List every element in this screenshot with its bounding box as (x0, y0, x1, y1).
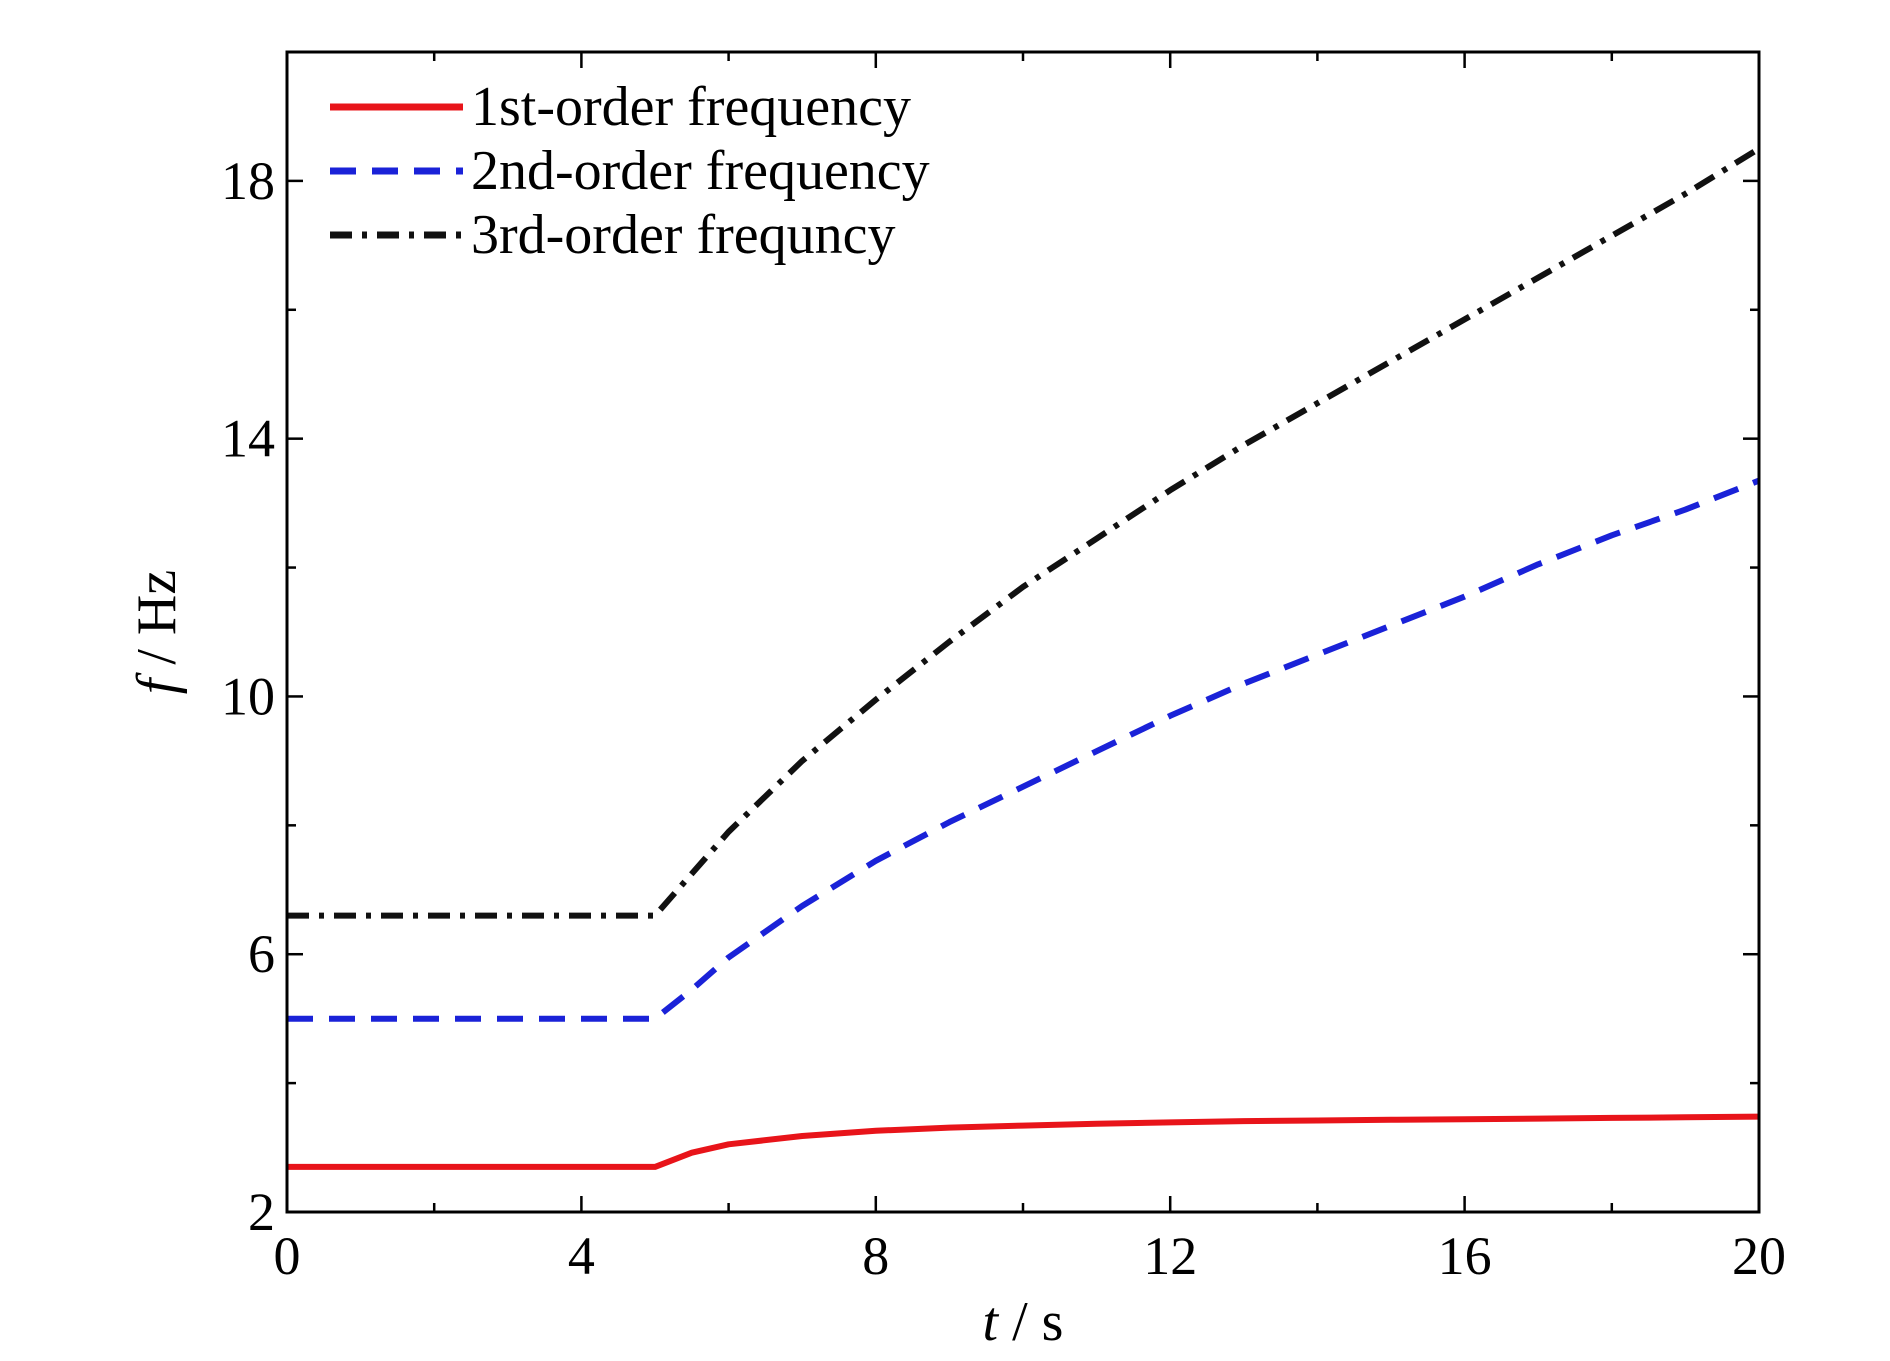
series-layer (287, 146, 1761, 1170)
tick-labels-layer: 0 4 8 12 16 20 2 6 10 14 18 (221, 151, 1786, 1286)
y-tick-label: 10 (221, 666, 275, 726)
plot-frame (285, 50, 1761, 1214)
y-tick-label: 14 (221, 409, 275, 469)
x-tick-label: 20 (1732, 1226, 1786, 1286)
series-line-2 (287, 477, 1761, 1022)
x-tick-label: 0 (274, 1226, 301, 1286)
y-tick-label: 2 (248, 1182, 275, 1242)
x-tick-label: 16 (1438, 1226, 1492, 1286)
x-tick-label: 12 (1143, 1226, 1197, 1286)
x-tick-label: 4 (568, 1226, 595, 1286)
y-axis-unit: / Hz (126, 570, 188, 665)
x-axis-unit: / s (1012, 1291, 1063, 1353)
legend-label-1: 1st-order frequency (471, 76, 911, 138)
legend-label-3: 3rd-order frequncy (471, 204, 895, 266)
series-line-3 (287, 146, 1761, 919)
y-tick-label: 6 (248, 924, 275, 984)
x-axis-variable: t (983, 1291, 1000, 1353)
y-tick-label: 18 (221, 151, 275, 211)
x-tick-label: 8 (862, 1226, 889, 1286)
legend-label-2: 2nd-order frequency (471, 140, 930, 202)
x-axis-label: t / s (983, 1291, 1064, 1353)
series-line-1 (287, 1113, 1760, 1170)
